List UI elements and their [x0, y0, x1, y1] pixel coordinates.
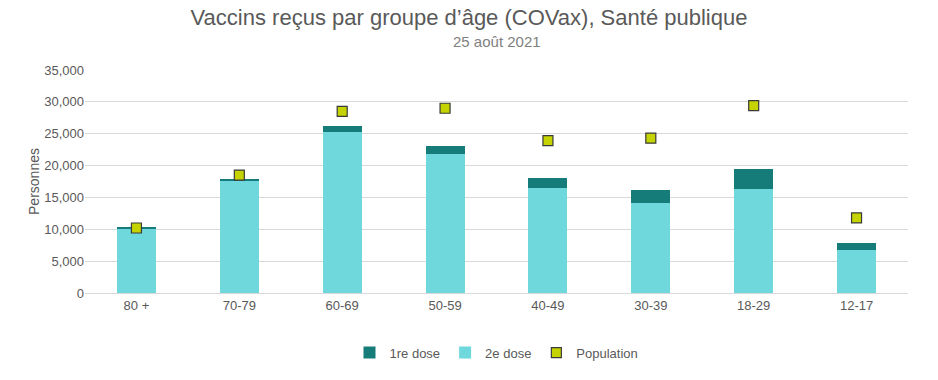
svg-text:70-79: 70-79	[223, 298, 256, 313]
svg-text:1re dose: 1re dose	[390, 346, 441, 361]
svg-text:30,000: 30,000	[44, 94, 84, 109]
svg-text:15,000: 15,000	[44, 190, 84, 205]
svg-text:10,000: 10,000	[44, 222, 84, 237]
svg-text:25,000: 25,000	[44, 126, 84, 141]
svg-text:35,000: 35,000	[44, 63, 84, 78]
svg-text:0: 0	[77, 286, 84, 301]
svg-text:Population: Population	[576, 346, 637, 361]
svg-text:Vaccins reçus par groupe d’âge: Vaccins reçus par groupe d’âge (COVax), …	[191, 5, 748, 30]
svg-text:5,000: 5,000	[51, 254, 84, 269]
svg-text:25 août 2021: 25 août 2021	[453, 33, 541, 50]
svg-text:50-59: 50-59	[428, 298, 461, 313]
svg-text:60-69: 60-69	[326, 298, 359, 313]
svg-text:30-39: 30-39	[634, 298, 667, 313]
svg-text:2e dose: 2e dose	[485, 346, 531, 361]
svg-text:20,000: 20,000	[44, 158, 84, 173]
svg-text:Personnes: Personnes	[26, 148, 42, 215]
svg-text:18-29: 18-29	[737, 298, 770, 313]
svg-text:40-49: 40-49	[531, 298, 564, 313]
svg-text:12-17: 12-17	[840, 298, 873, 313]
svg-text:80 +: 80 +	[124, 298, 150, 313]
